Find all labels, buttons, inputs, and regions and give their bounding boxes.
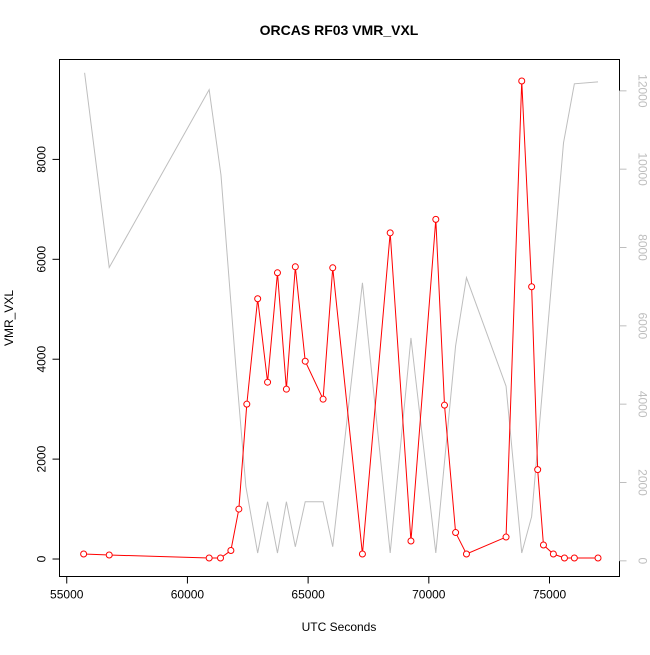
data-point <box>570 554 578 562</box>
data-point <box>273 269 281 277</box>
data-point <box>594 554 602 562</box>
gray-series-line <box>84 72 599 554</box>
x-axis-label: UTC Seconds <box>302 620 377 634</box>
y-tick-label: 0 <box>35 555 49 562</box>
data-point <box>319 395 327 403</box>
data-point <box>329 264 337 272</box>
data-point <box>560 554 568 562</box>
y-axis-label: VMR_VXL <box>2 290 16 346</box>
data-point <box>502 533 510 541</box>
data-point <box>432 215 440 223</box>
x-tick-label: 75000 <box>533 588 567 602</box>
data-point <box>528 283 536 291</box>
data-point <box>407 537 415 545</box>
y-tick-label: 6000 <box>35 246 49 273</box>
red-series-line <box>83 80 599 559</box>
x-tick-label: 55000 <box>50 588 84 602</box>
data-point <box>518 77 526 85</box>
data-point <box>452 529 460 537</box>
y2-tick-label: 12000 <box>636 74 650 108</box>
data-point <box>441 401 448 409</box>
data-point <box>549 550 557 558</box>
y2-tick-label: 6000 <box>636 312 650 339</box>
data-point <box>539 541 547 549</box>
data-point <box>217 554 224 562</box>
y2-tick-label: 2000 <box>636 469 650 496</box>
data-point <box>243 400 251 408</box>
data-point <box>235 505 243 513</box>
data-point <box>205 554 213 562</box>
x-tick-label: 60000 <box>171 588 205 602</box>
data-point <box>462 550 470 558</box>
y2-tick-label: 4000 <box>636 391 650 418</box>
data-point <box>291 263 299 271</box>
y-tick-label: 8000 <box>35 146 49 173</box>
data-point <box>254 295 262 303</box>
data-point <box>386 229 394 237</box>
y-tick-label: 4000 <box>35 346 49 373</box>
chart-title: ORCAS RF03 VMR_VXL <box>260 22 419 38</box>
data-point <box>301 357 309 365</box>
y2-tick-label: 0 <box>636 557 650 564</box>
data-point <box>358 550 366 558</box>
y-tick-label: 2000 <box>35 445 49 472</box>
data-point <box>282 385 290 393</box>
y2-tick-label: 10000 <box>636 152 650 186</box>
x-tick-label: 70000 <box>412 588 446 602</box>
y2-tick-label: 8000 <box>636 234 650 261</box>
x-tick-label: 65000 <box>291 588 325 602</box>
data-point <box>534 466 542 474</box>
data-point <box>227 547 235 555</box>
data-point <box>80 550 88 558</box>
data-point <box>105 551 113 559</box>
plot-frame <box>59 59 620 577</box>
data-point <box>264 378 272 386</box>
